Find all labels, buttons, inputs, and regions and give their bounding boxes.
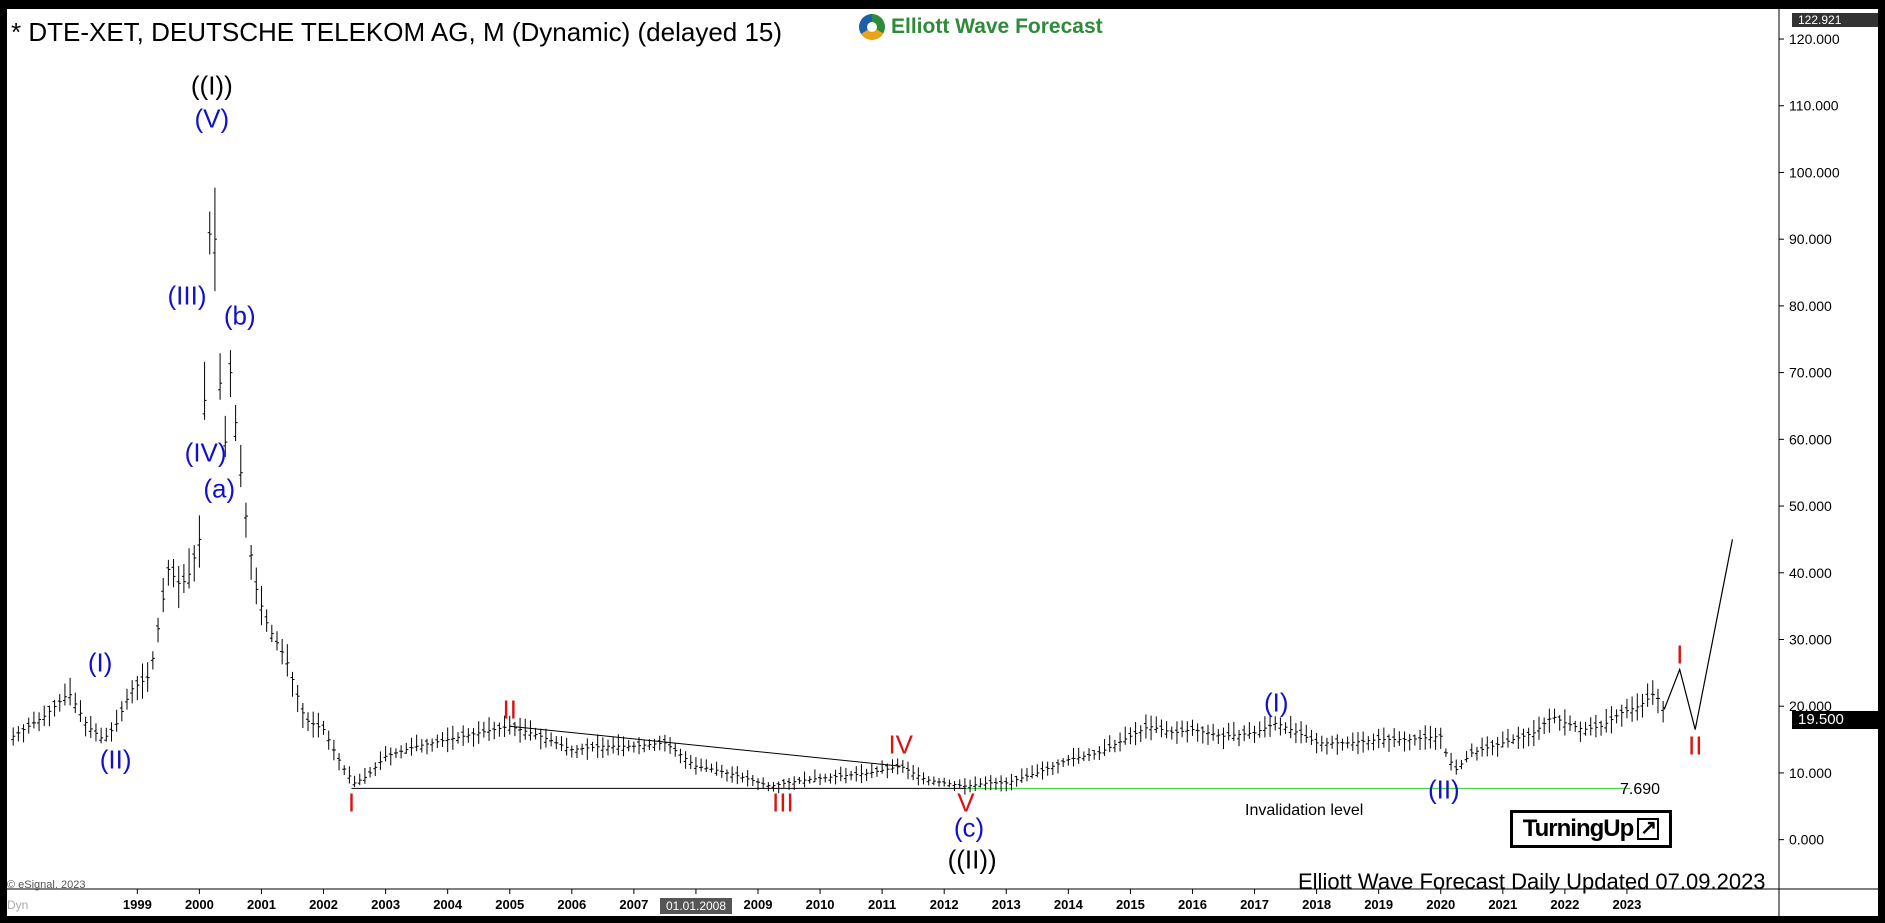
x-tick-label: 2004 [433, 897, 463, 912]
x-tick-label: 2000 [185, 897, 214, 912]
current-price-tag: 19.500 [1792, 711, 1878, 729]
x-tick-label: 2022 [1550, 897, 1579, 912]
x-tick-label: 2003 [371, 897, 400, 912]
wave-label: (II) [1427, 774, 1460, 805]
x-tick-label: 2020 [1426, 897, 1455, 912]
x-tick-label: 2014 [1054, 897, 1084, 912]
wave-label: (I) [1263, 687, 1289, 718]
wave-label: (c) [953, 812, 985, 843]
x-tick-label: 2006 [557, 897, 586, 912]
y-tick-label: 70.000 [1789, 365, 1832, 381]
badge-label: TurningUp [1522, 815, 1635, 842]
y-tick-label: 110.000 [1789, 98, 1839, 114]
y-tick-label: 10.000 [1789, 765, 1832, 781]
wave-label: ((II)) [947, 844, 997, 875]
x-tick-label: 2002 [309, 897, 338, 912]
wave-label: (V) [194, 103, 230, 134]
y-tick-label: 120.000 [1789, 31, 1840, 47]
price-chart[interactable]: 0.000 10.000 20.000 30.000 40.000 50.000 60.00… [7, 9, 1878, 916]
wave-label: (III) [167, 280, 207, 311]
x-tick-label: 2017 [1240, 897, 1269, 912]
date-marker: 01.01.2008 [660, 898, 732, 914]
wave-label: (a) [203, 473, 236, 504]
y-tick-label: 50.000 [1789, 498, 1832, 514]
trendline [509, 725, 901, 767]
x-tick-label: 2016 [1178, 897, 1207, 912]
y-tick-label: 100.000 [1789, 164, 1840, 180]
y-tick-label: 20.000 [1789, 698, 1832, 714]
y-tick-label: 90.000 [1789, 231, 1832, 247]
x-tick-label: 2007 [619, 897, 648, 912]
wave-label: V [957, 787, 975, 818]
x-tick-label: 2013 [992, 897, 1021, 912]
x-tick-label: 2011 [868, 897, 896, 912]
x-tick-label: 2005 [495, 897, 524, 912]
turningup-badge: TurningUp [1510, 810, 1672, 848]
x-tick-label: 2010 [806, 897, 835, 912]
y-tick-label: 40.000 [1789, 565, 1832, 581]
invalidation-value: 7.690 [1620, 781, 1661, 798]
x-tick-label: 2018 [1302, 897, 1331, 912]
wave-label: (b) [223, 300, 256, 331]
wave-label: (II) [99, 744, 132, 775]
x-tick-label: 2001 [247, 897, 276, 912]
x-tick-label: 2009 [744, 897, 773, 912]
logo-text: Elliott Wave Forecast [891, 15, 1103, 38]
chart-area[interactable]: 0.000 10.000 20.000 30.000 40.000 50.000 60.00… [7, 9, 1878, 916]
x-tick-label: 2015 [1116, 897, 1145, 912]
x-tick-label: 2021 [1488, 897, 1517, 912]
y-tick-label: 80.000 [1789, 298, 1832, 314]
chart-title: * DTE-XET, DEUTSCHE TELEKOM AG, M (Dynam… [11, 17, 783, 47]
x-tick-label: 2012 [930, 897, 959, 912]
x-tick-label: 1999 [123, 897, 152, 912]
max-price-tag: 122.921 [1792, 13, 1878, 27]
wave-label: I [1676, 639, 1684, 670]
x-tick-label: 2019 [1364, 897, 1393, 912]
wave-label: I [347, 787, 356, 818]
wave-label: IV [888, 729, 914, 760]
logo: Elliott Wave Forecast [859, 14, 1103, 40]
logo-icon [859, 14, 885, 40]
projection-path [1663, 539, 1734, 730]
dyn-label: Dyn [7, 898, 29, 912]
y-tick-label: 30.000 [1789, 631, 1832, 647]
y-tick-label: 0.000 [1789, 832, 1824, 848]
wave-label: (IV) [184, 437, 227, 468]
copyright: © eSignal, 2023 [7, 879, 86, 891]
invalidation-label: Invalidation level [1245, 802, 1364, 819]
y-tick-label: 60.000 [1789, 431, 1832, 447]
x-tick-label: 2023 [1612, 897, 1641, 912]
arrow-up-right-icon [1637, 815, 1660, 840]
wave-label: (I) [87, 647, 113, 678]
wave-label: II [1687, 730, 1703, 761]
wave-label: ((I)) [190, 70, 233, 101]
wave-label: II [502, 694, 517, 725]
wave-label: III [771, 787, 794, 818]
update-note: Elliott Wave Forecast Daily Updated 07.0… [1298, 869, 1766, 894]
